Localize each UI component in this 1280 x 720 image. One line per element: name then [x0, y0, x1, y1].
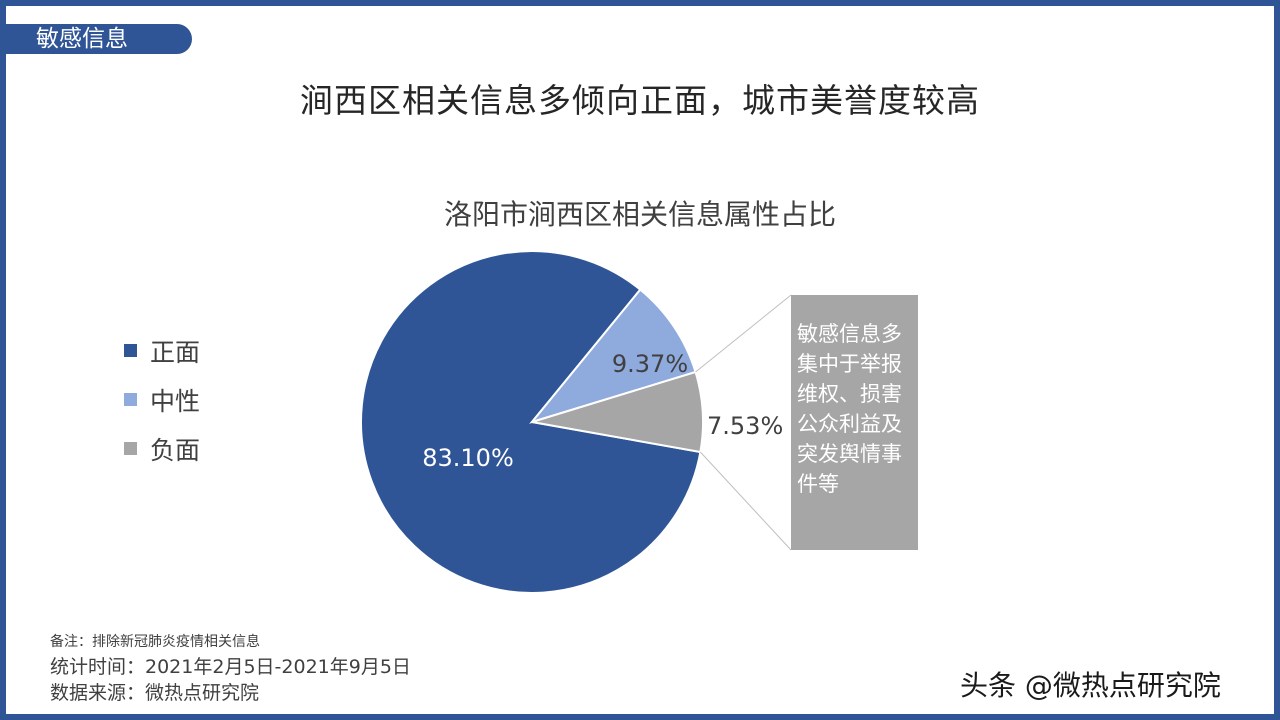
- section-tag: 敏感信息: [6, 24, 192, 54]
- data-source: 数据来源：微热点研究院: [50, 682, 260, 704]
- legend-swatch: [124, 442, 137, 455]
- pie-slice-neutral: [529, 288, 697, 424]
- page-headline: 涧西区相关信息多倾向正面，城市美誉度较高: [300, 81, 980, 120]
- legend-item-negative: 负面: [124, 424, 200, 473]
- chart-legend: 正面 中性 负面: [124, 326, 200, 473]
- legend-item-positive: 正面: [124, 326, 200, 375]
- chart-title: 洛阳市涧西区相关信息属性占比: [443, 198, 836, 231]
- callout-connector-top: [695, 294, 792, 373]
- legend-label: 中性: [150, 386, 201, 416]
- statistics-period: 统计时间：2021年2月5日-2021年9月5日: [50, 656, 411, 678]
- data-label-positive: 83.10%: [422, 444, 514, 472]
- legend-label: 负面: [150, 435, 201, 465]
- data-label-negative: 7.53%: [707, 412, 783, 440]
- footnote: 备注：排除新冠肺炎疫情相关信息: [50, 634, 260, 650]
- legend-swatch: [124, 344, 137, 357]
- callout-box: 敏感信息多集中于举报维权、损害公众利益及突发舆情事件等: [791, 295, 918, 550]
- data-label-neutral: 9.37%: [612, 350, 688, 378]
- watermark: 头条 @微热点研究院: [960, 669, 1221, 702]
- legend-swatch: [124, 393, 137, 406]
- pie-slice-negative: [531, 370, 704, 454]
- legend-label: 正面: [150, 337, 201, 367]
- callout-connector-bottom: [699, 451, 792, 551]
- legend-item-neutral: 中性: [124, 375, 200, 424]
